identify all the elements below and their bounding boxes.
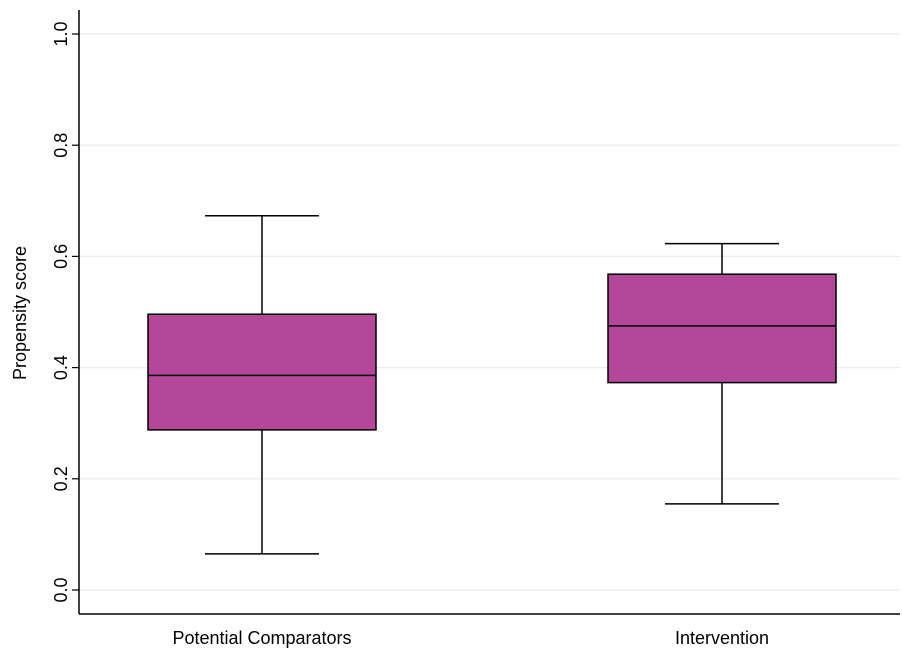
y-tick-label: 1.0 xyxy=(51,21,71,46)
y-tick-label: 0.4 xyxy=(51,355,71,380)
x-category-label: Intervention xyxy=(675,628,769,648)
iqr-box xyxy=(147,313,377,431)
x-category-label: Potential Comparators xyxy=(172,628,351,648)
box-series xyxy=(147,215,837,555)
axes xyxy=(78,10,900,615)
y-tick-label: 0.6 xyxy=(51,244,71,269)
x-category-labels: Potential Comparators Intervention xyxy=(172,628,769,648)
y-tick-label: 0.8 xyxy=(51,133,71,158)
y-ticks: 0.0 0.2 0.4 0.6 0.8 1.0 xyxy=(51,21,79,603)
box-group xyxy=(607,242,837,505)
box-group xyxy=(147,215,377,555)
y-tick-label: 0.0 xyxy=(51,577,71,602)
iqr-box xyxy=(607,273,837,384)
y-axis-title: Propensity score xyxy=(10,246,30,380)
y-tick-label: 0.2 xyxy=(51,466,71,491)
